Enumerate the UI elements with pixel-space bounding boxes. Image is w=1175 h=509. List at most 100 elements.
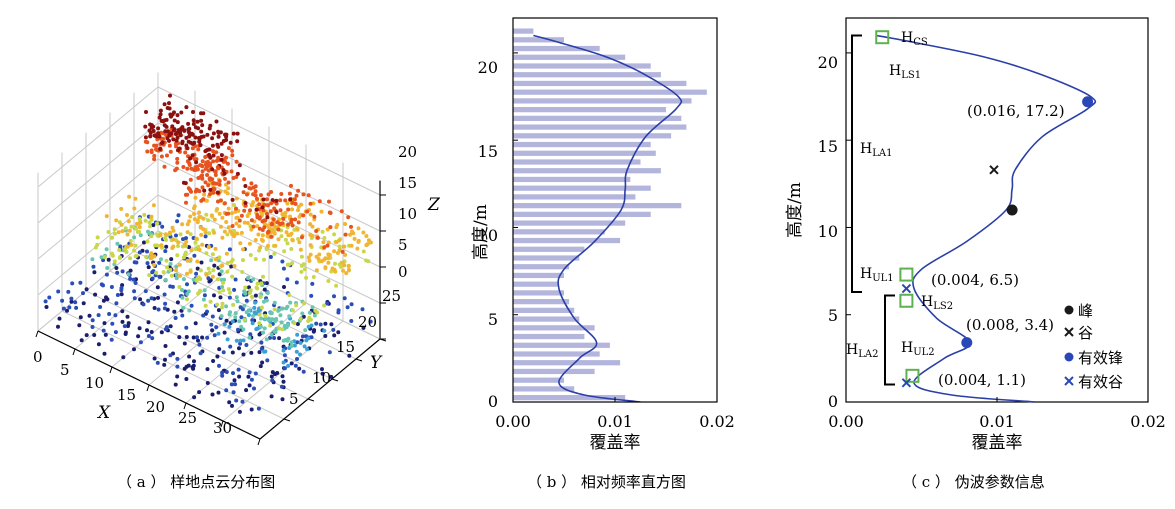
point-cloud-point	[183, 192, 188, 197]
point-cloud-point	[245, 192, 249, 197]
label-hul2: HUL2	[901, 340, 935, 358]
point-cloud-point	[287, 293, 292, 297]
point-cloud-point	[258, 364, 263, 369]
point-cloud-point	[311, 275, 316, 279]
point-cloud-point	[329, 374, 334, 379]
point-cloud-point	[239, 213, 244, 218]
point-cloud-point	[216, 155, 221, 160]
point-cloud-point	[178, 273, 182, 278]
point-cloud-point	[274, 210, 279, 215]
point-cloud-point	[343, 252, 348, 257]
point-cloud-point	[210, 392, 215, 397]
point-cloud-point	[305, 209, 310, 214]
point-cloud-point	[130, 215, 135, 219]
point-cloud-point	[90, 325, 95, 329]
point-cloud-point	[282, 249, 287, 254]
point-cloud-point	[168, 324, 173, 329]
a-y-tick: 15	[336, 338, 355, 356]
legend-valley-label: 谷	[1078, 324, 1093, 342]
point-cloud-point	[224, 304, 229, 309]
histogram-bar	[513, 141, 651, 148]
point-cloud-point	[57, 316, 62, 321]
point-cloud-point	[294, 303, 299, 308]
point-cloud-point	[106, 257, 111, 262]
point-cloud-point	[322, 328, 327, 333]
point-cloud-point	[185, 271, 189, 276]
point-cloud-point	[230, 403, 234, 408]
point-cloud-point	[200, 169, 205, 174]
point-cloud-point	[69, 299, 74, 304]
point-cloud-point	[356, 239, 361, 244]
point-cloud-point	[350, 229, 354, 234]
point-cloud-point	[179, 110, 184, 115]
point-cloud-point	[120, 309, 125, 314]
panel-b-xlabel: 覆盖率	[590, 433, 641, 453]
point-cloud-point	[205, 381, 210, 385]
point-cloud-point	[175, 130, 180, 135]
point-cloud-point	[137, 216, 142, 221]
point-cloud-point	[288, 197, 293, 202]
point-cloud-point	[144, 110, 148, 114]
point-cloud-point	[361, 230, 366, 235]
point-cloud-point	[276, 308, 281, 313]
point-cloud-point	[199, 118, 204, 123]
point-cloud-point	[242, 317, 247, 322]
point-cloud-point	[195, 220, 200, 225]
point-cloud-point	[307, 310, 312, 315]
point-cloud-point	[306, 336, 311, 341]
point-cloud-point	[189, 248, 194, 253]
point-cloud-point	[295, 332, 300, 337]
point-cloud-point	[174, 233, 178, 238]
point-cloud-point	[168, 261, 173, 266]
point-cloud-point	[185, 166, 190, 171]
point-cloud-point	[238, 338, 243, 343]
point-cloud-point	[246, 374, 251, 379]
point-cloud-point	[168, 93, 172, 98]
point-cloud-point	[103, 332, 108, 337]
point-cloud-point	[330, 266, 335, 271]
point-cloud-point	[328, 225, 333, 230]
point-cloud-point	[233, 311, 238, 316]
point-cloud-point	[215, 354, 220, 359]
point-cloud-point	[96, 342, 101, 347]
point-cloud-point	[269, 190, 274, 194]
point-cloud-point	[177, 146, 182, 151]
point-cloud-point	[244, 343, 249, 347]
histogram-bar	[513, 194, 636, 200]
point-cloud-point	[246, 275, 251, 280]
point-cloud-point	[244, 298, 249, 303]
point-cloud-point	[346, 263, 351, 268]
point-cloud-point	[112, 259, 117, 264]
point-cloud-point	[143, 139, 148, 144]
point-cloud-point	[234, 338, 239, 343]
point-cloud-point	[196, 338, 200, 343]
point-cloud-point	[299, 202, 304, 207]
point-cloud-point	[322, 303, 327, 308]
effective-peak-marker	[1082, 96, 1094, 108]
histogram-bar	[513, 342, 610, 348]
point-cloud-point	[329, 269, 334, 274]
point-cloud-point	[237, 319, 242, 324]
panel-c-curve	[876, 34, 1097, 403]
histogram-bar	[513, 246, 585, 252]
point-cloud-point	[349, 224, 353, 229]
point-cloud-point	[277, 336, 282, 341]
legend-effective-peak-marker	[1064, 352, 1074, 362]
point-cloud-point	[289, 220, 294, 225]
point-cloud-point	[368, 319, 373, 324]
a-x-tick: 10	[85, 374, 104, 392]
point-cloud-point	[210, 143, 215, 148]
point-cloud-point	[191, 118, 196, 123]
point-cloud-point	[220, 263, 225, 268]
point-cloud-point	[193, 247, 198, 252]
point-cloud-point	[192, 206, 196, 211]
panel-b-bars	[513, 28, 707, 401]
point-cloud-point	[115, 241, 120, 246]
point-cloud-point	[192, 253, 197, 258]
point-cloud-point	[196, 291, 201, 296]
point-cloud-point	[258, 324, 263, 329]
point-cloud-point	[180, 288, 184, 292]
histogram-bar	[513, 368, 595, 375]
point-cloud-point	[157, 115, 162, 120]
point-cloud-point	[198, 268, 203, 273]
